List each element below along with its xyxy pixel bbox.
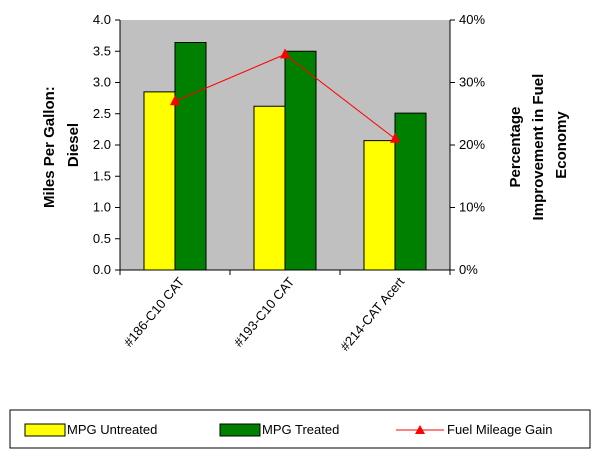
left-tick-label: 2.0 <box>93 137 111 152</box>
legend-swatch-mpg-untreated <box>24 423 66 437</box>
bar-mpg-treated-1 <box>174 42 207 271</box>
right-axis-title-line-1: Percentage <box>507 107 524 188</box>
bars-layer <box>143 42 427 271</box>
line-layer <box>170 48 400 143</box>
bar-mpg-treated-3 <box>394 112 427 271</box>
bar-mpg-untreated-3 <box>363 140 396 271</box>
legend-label-fuel-mileage-gain: Fuel Mileage Gain <box>447 422 553 437</box>
left-tick-label: 4.0 <box>93 12 111 27</box>
legend-swatch-mpg-treated <box>219 423 261 437</box>
left-tick-label: 1.5 <box>93 168 111 183</box>
bar-mpg-untreated-2 <box>253 105 286 271</box>
legend-marker-fuel-mileage-gain <box>415 425 425 434</box>
bar-mpg-untreated-1 <box>143 91 176 271</box>
right-tick-label: 20% <box>459 137 485 152</box>
left-axis-title-line-2: Diesel <box>65 123 82 167</box>
right-tick-label: 10% <box>459 200 485 215</box>
marker-fuel-mileage-gain-3 <box>390 132 400 143</box>
left-tick-label: 0.0 <box>93 262 111 277</box>
right-tick-label: 30% <box>459 75 485 90</box>
right-axis-ticks: 0% 10% 20% 30% 40% <box>450 12 485 277</box>
left-axis-ticks: 0.0 0.5 1.0 1.5 2.0 2.5 3.0 3.5 4.0 <box>93 12 120 277</box>
left-axis-title-line-1: Miles Per Gallon: <box>41 86 58 208</box>
category-label-1: #186-C10 CAT <box>121 274 188 349</box>
legend-box <box>9 409 591 449</box>
category-labels: #186-C10 CAT #193-C10 CAT #214-CAT Acert <box>119 270 451 354</box>
right-tick-label: 40% <box>459 12 485 27</box>
left-axis-title: Miles Per Gallon: Diesel <box>41 82 82 208</box>
marker-fuel-mileage-gain-2 <box>280 48 290 59</box>
right-axis-title: Percentage Improvement in Fuel Economy <box>507 70 570 221</box>
left-tick-label: 3.5 <box>93 43 111 58</box>
legend-label-mpg-treated: MPG Treated <box>262 422 339 437</box>
right-axis-title-line-2: Improvement in Fuel <box>530 74 547 221</box>
category-label-2: #193-C10 CAT <box>231 274 298 349</box>
right-tick-label: 0% <box>459 262 478 277</box>
bar-mpg-treated-2 <box>284 50 317 271</box>
left-tick-label: 2.5 <box>93 106 111 121</box>
left-tick-label: 1.0 <box>93 200 111 215</box>
left-tick-label: 0.5 <box>93 231 111 246</box>
left-tick-label: 3.0 <box>93 75 111 90</box>
legend-label-mpg-untreated: MPG Untreated <box>67 422 157 437</box>
marker-fuel-mileage-gain-1 <box>170 95 180 106</box>
right-axis-title-line-3: Economy <box>553 111 570 179</box>
legend: MPG Untreated MPG Treated Fuel Mileage G… <box>9 409 591 449</box>
category-label-3: #214-CAT Acert <box>337 274 407 354</box>
